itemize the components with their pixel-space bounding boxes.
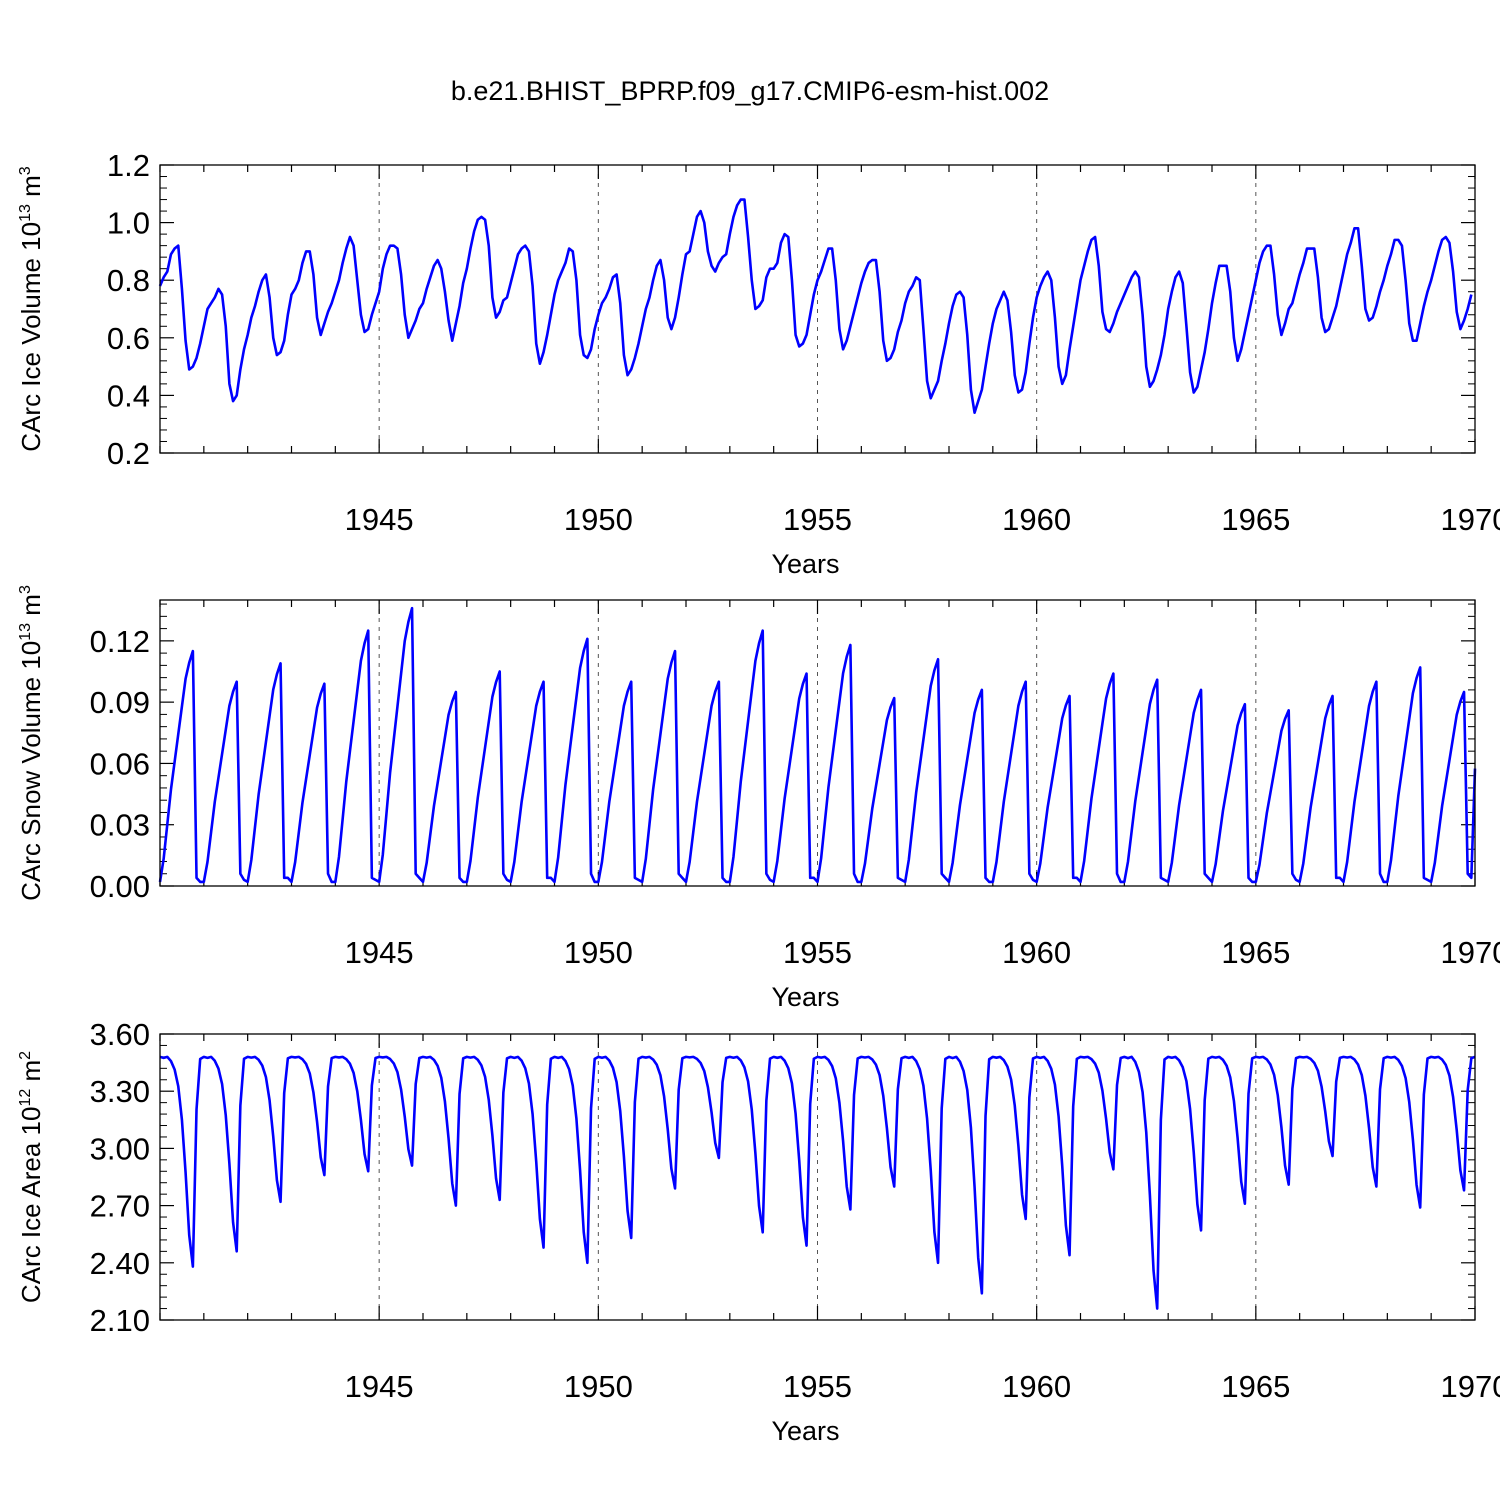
x-axis-label: Years [771,549,839,579]
y-axis-label-unit: m [16,175,46,204]
y-axis-label-main: CArc Ice Volume 10 [16,222,46,452]
y-tick-label: 0.06 [90,746,150,781]
x-tick-label: 1960 [1002,502,1071,537]
y-tick-label: 0.8 [107,263,150,298]
x-tick-label: 1955 [783,1369,852,1404]
plot-frame [159,1033,1476,1321]
x-axis-label: Years [771,1416,839,1446]
y-axis-label-main: CArc Snow Volume 10 [16,641,46,901]
y-axis-label-exponent: 12 [17,1089,34,1107]
x-tick-label: 1945 [345,502,414,537]
figure-title: b.e21.BHIST_BPRP.f09_g17.CMIP6-esm-hist.… [450,76,1050,106]
y-tick-label: 3.30 [90,1074,150,1109]
panel-3: 2.10 2.40 2.70 3.00 3.30 3.60 1945 1950 1955 1960… [16,1017,1500,1446]
x-tick-label: 1950 [564,1369,633,1404]
y-tick-label: 0.2 [107,436,150,471]
y-tick-label: 3.00 [90,1131,150,1166]
y-tick-label: 0.09 [90,685,150,720]
y-axis-label-main: CArc Ice Area 10 [16,1107,46,1304]
x-tick-label: 1965 [1221,935,1290,970]
x-tick-label: 1970 [1441,935,1500,970]
y-tick-label: 0.6 [107,321,150,356]
y-tick-label: 0.4 [107,378,150,413]
x-tick-label: 1965 [1221,1369,1290,1404]
y-tick-label: 0.00 [90,869,150,904]
x-tick-label: 1970 [1441,1369,1500,1404]
y-axis-label: CArc Snow Volume 1013 m3 [16,585,46,901]
series-line [158,606,1477,884]
panel-1: 0.2 0.4 0.6 0.8 1.0 1.2 1945 1950 1955 1960 1965 19… [16,148,1500,579]
series-line [158,198,1473,414]
y-axis-label-exponent: 13 [17,204,34,222]
x-tick-label: 1950 [564,502,633,537]
y-tick-label: 3.60 [90,1017,150,1052]
panel-2: 0.00 0.03 0.06 0.09 0.12 1945 1950 1955 1960 1965… [16,585,1500,1012]
x-tick-label: 1970 [1441,502,1500,537]
y-axis-label: CArc Ice Volume 1013 m3 [16,166,46,451]
y-tick-label: 1.2 [107,148,150,183]
plot-frame [159,164,1476,454]
y-tick-label: 0.03 [90,808,150,843]
x-tick-label: 1965 [1221,502,1290,537]
x-tick-label: 1960 [1002,935,1071,970]
x-tick-label: 1945 [345,1369,414,1404]
y-axis-label-unit-exponent: 3 [17,166,34,175]
x-tick-label: 1945 [345,935,414,970]
y-axis-label-exponent: 13 [17,623,34,641]
x-tick-label: 1955 [783,935,852,970]
y-axis-label-unit-exponent: 3 [17,585,34,594]
y-tick-label: 2.10 [90,1303,150,1338]
x-tick-label: 1950 [564,935,633,970]
y-tick-label: 0.12 [90,624,150,659]
series-line [159,1055,1476,1310]
x-axis-label: Years [771,982,839,1012]
y-tick-label: 2.40 [90,1246,150,1281]
y-axis-label-unit: m [16,594,46,623]
y-axis-label-unit: m [16,1060,46,1089]
x-tick-label: 1960 [1002,1369,1071,1404]
y-axis-label: CArc Ice Area 1012 m2 [16,1051,46,1303]
y-tick-label: 2.70 [90,1189,150,1224]
plot-frame [159,599,1476,887]
y-axis-label-unit-exponent: 2 [17,1051,34,1060]
y-tick-label: 1.0 [107,206,150,241]
x-tick-label: 1955 [783,502,852,537]
